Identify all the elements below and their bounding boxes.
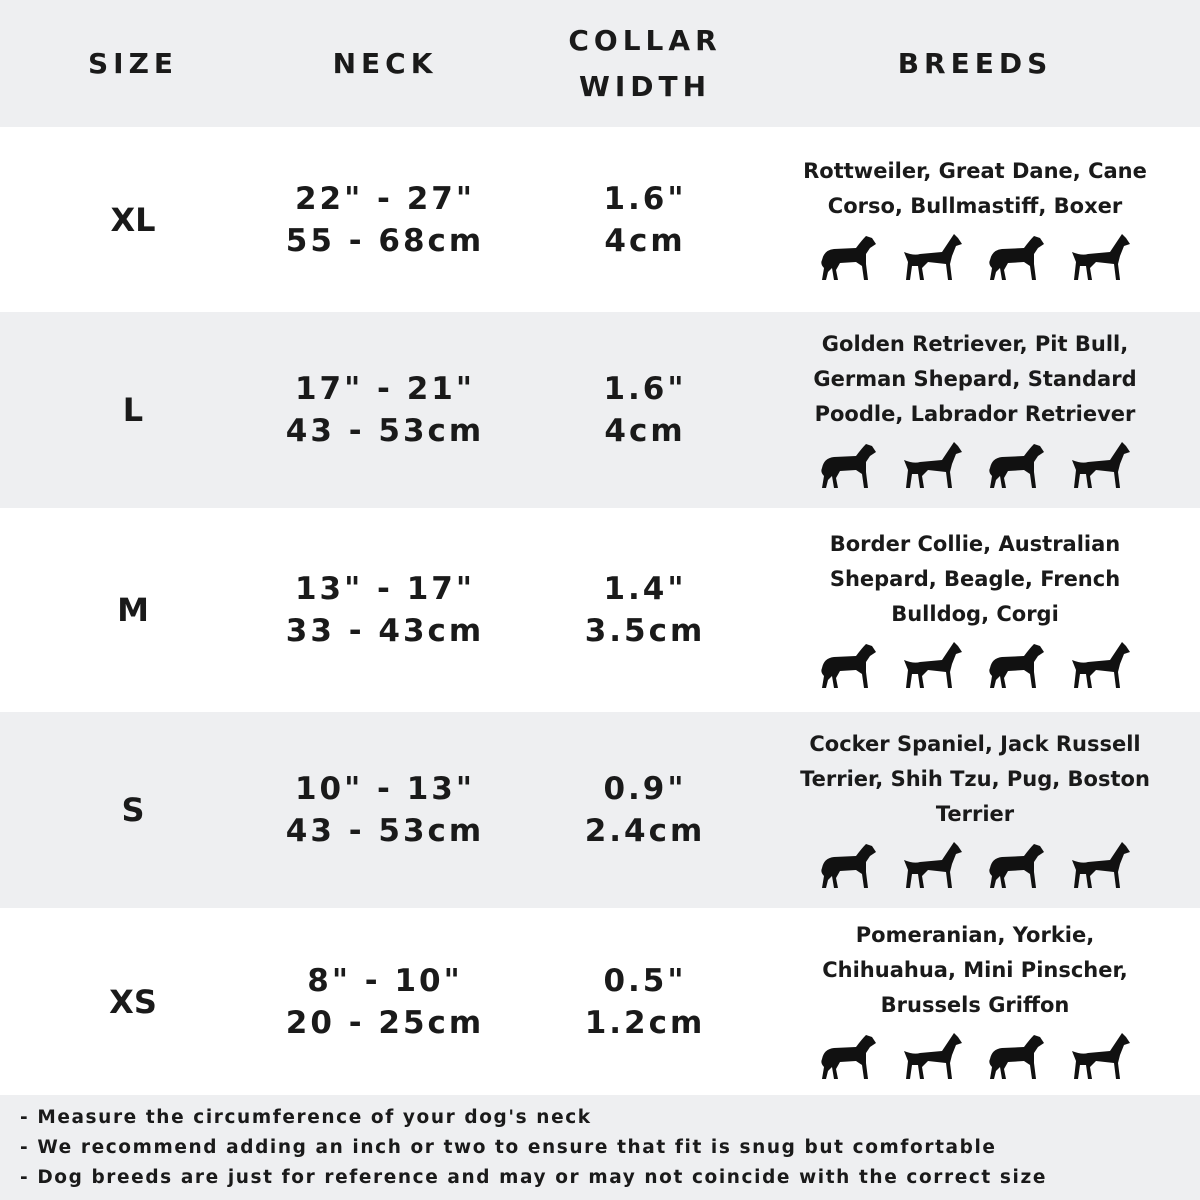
neck-inches: 22" - 27" <box>294 180 476 217</box>
neck-cm: 43 - 53cm <box>285 413 485 449</box>
header-collar-width: COLLAR <box>568 23 722 57</box>
chihuahua-silhouette-icon <box>989 1035 1044 1079</box>
poodle-silhouette-icon <box>989 443 1044 488</box>
pomeranian-silhouette-icon <box>821 1035 876 1079</box>
note: - We recommend adding an inch or two to … <box>20 1137 997 1158</box>
note: - Dog breeds are just for reference and … <box>20 1167 1047 1188</box>
header-neck: NECK <box>332 46 438 80</box>
breed-silhouettes <box>816 638 1134 694</box>
labrador-silhouette-icon <box>904 441 962 488</box>
german-shepherd-silhouette-icon <box>1072 441 1130 488</box>
size-label: XS <box>109 982 157 1021</box>
great-dane-silhouette-icon <box>904 233 962 280</box>
neck-inches: 13" - 17" <box>294 571 476 607</box>
neck-cm: 33 - 43cm <box>285 613 485 649</box>
collar-width-cm: 3.5cm <box>584 613 706 649</box>
neck-cm: 20 - 25cm <box>285 1004 485 1041</box>
terrier-silhouette-icon <box>904 841 962 888</box>
size-row-m: M 13" - 17" 33 - 43cm 1.4" 3.5cm Border Co… <box>0 508 1200 712</box>
size-label: S <box>121 791 145 829</box>
collar-width-inches: 0.9" <box>603 771 687 807</box>
collar-width-cm: 1.2cm <box>584 1004 706 1041</box>
neck-cm: 55 - 68cm <box>285 222 485 259</box>
breed-silhouettes <box>816 230 1134 286</box>
size-row-xl: XL 22" - 27" 55 - 68cm 1.6" 4cm Rottweiler… <box>0 127 1200 312</box>
notes-section <box>0 1095 1200 1200</box>
collie-silhouette-icon <box>821 643 876 688</box>
collar-width-inches: 1.6" <box>603 180 687 217</box>
table-header: SIZE NECK COLLAR WIDTH BREEDS <box>0 0 1200 127</box>
size-row-l: L 17" - 21" 43 - 53cm 1.6" 4cm Golden Retr… <box>0 312 1200 508</box>
size-label: XL <box>110 200 156 239</box>
breeds-list: Border Collie, Australian Shepard, Beagl… <box>829 531 1121 626</box>
breed-silhouettes <box>816 1029 1134 1085</box>
header-collar-width-line2: WIDTH <box>578 69 712 103</box>
neck-inches: 8" - 10" <box>307 962 463 999</box>
collar-width-inches: 1.6" <box>603 371 687 407</box>
neck-inches: 10" - 13" <box>294 771 476 807</box>
neck-cm: 43 - 53cm <box>285 813 485 849</box>
rottweiler-silhouette-icon <box>821 235 876 280</box>
header-breeds: BREEDS <box>897 46 1053 80</box>
collar-width-cm: 4cm <box>604 222 686 259</box>
size-label: M <box>117 591 149 629</box>
size-row-xs: XS 8" - 10" 20 - 25cm 0.5" 1.2cm Pomerania… <box>0 908 1200 1095</box>
corgi-silhouette-icon <box>1072 641 1130 688</box>
collar-width-cm: 2.4cm <box>584 813 706 849</box>
breed-silhouettes <box>816 438 1134 494</box>
collar-width-cm: 4cm <box>604 413 686 449</box>
doberman-silhouette-icon <box>989 235 1044 280</box>
header-size: SIZE <box>87 46 178 80</box>
yorkie-silhouette-icon <box>904 1033 962 1079</box>
collar-width-inches: 1.4" <box>603 571 687 607</box>
breeds-list: Rottweiler, Great Dane, Cane Corso, Bull… <box>803 158 1147 218</box>
pug-silhouette-icon <box>1072 841 1130 888</box>
size-row-s: S 10" - 13" 43 - 53cm 0.9" 2.4cm Cocker Sp… <box>0 712 1200 908</box>
collar-width-inches: 0.5" <box>603 962 687 999</box>
spaniel-silhouette-icon <box>821 843 876 888</box>
breeds-list: Cocker Spaniel, Jack Russell Terrier, Sh… <box>800 731 1150 826</box>
breeds-list: Pomeranian, Yorkie, Chihuahua, Mini Pins… <box>822 923 1128 1017</box>
bulldog-silhouette-icon <box>989 643 1044 688</box>
neck-inches: 17" - 21" <box>294 371 476 407</box>
pinscher-silhouette-icon <box>1072 1033 1130 1079</box>
mastiff-silhouette-icon <box>1072 233 1130 280</box>
shih-tzu-silhouette-icon <box>989 843 1044 888</box>
breeds-list: Golden Retriever, Pit Bull, German Shepa… <box>813 331 1137 426</box>
golden-retriever-silhouette-icon <box>821 443 876 488</box>
beagle-silhouette-icon <box>904 641 962 688</box>
breed-silhouettes <box>816 838 1134 894</box>
size-label: L <box>122 391 144 429</box>
notes-list: - Measure the circumference of your dog'… <box>20 1103 1047 1193</box>
note: - Measure the circumference of your dog'… <box>20 1107 592 1128</box>
